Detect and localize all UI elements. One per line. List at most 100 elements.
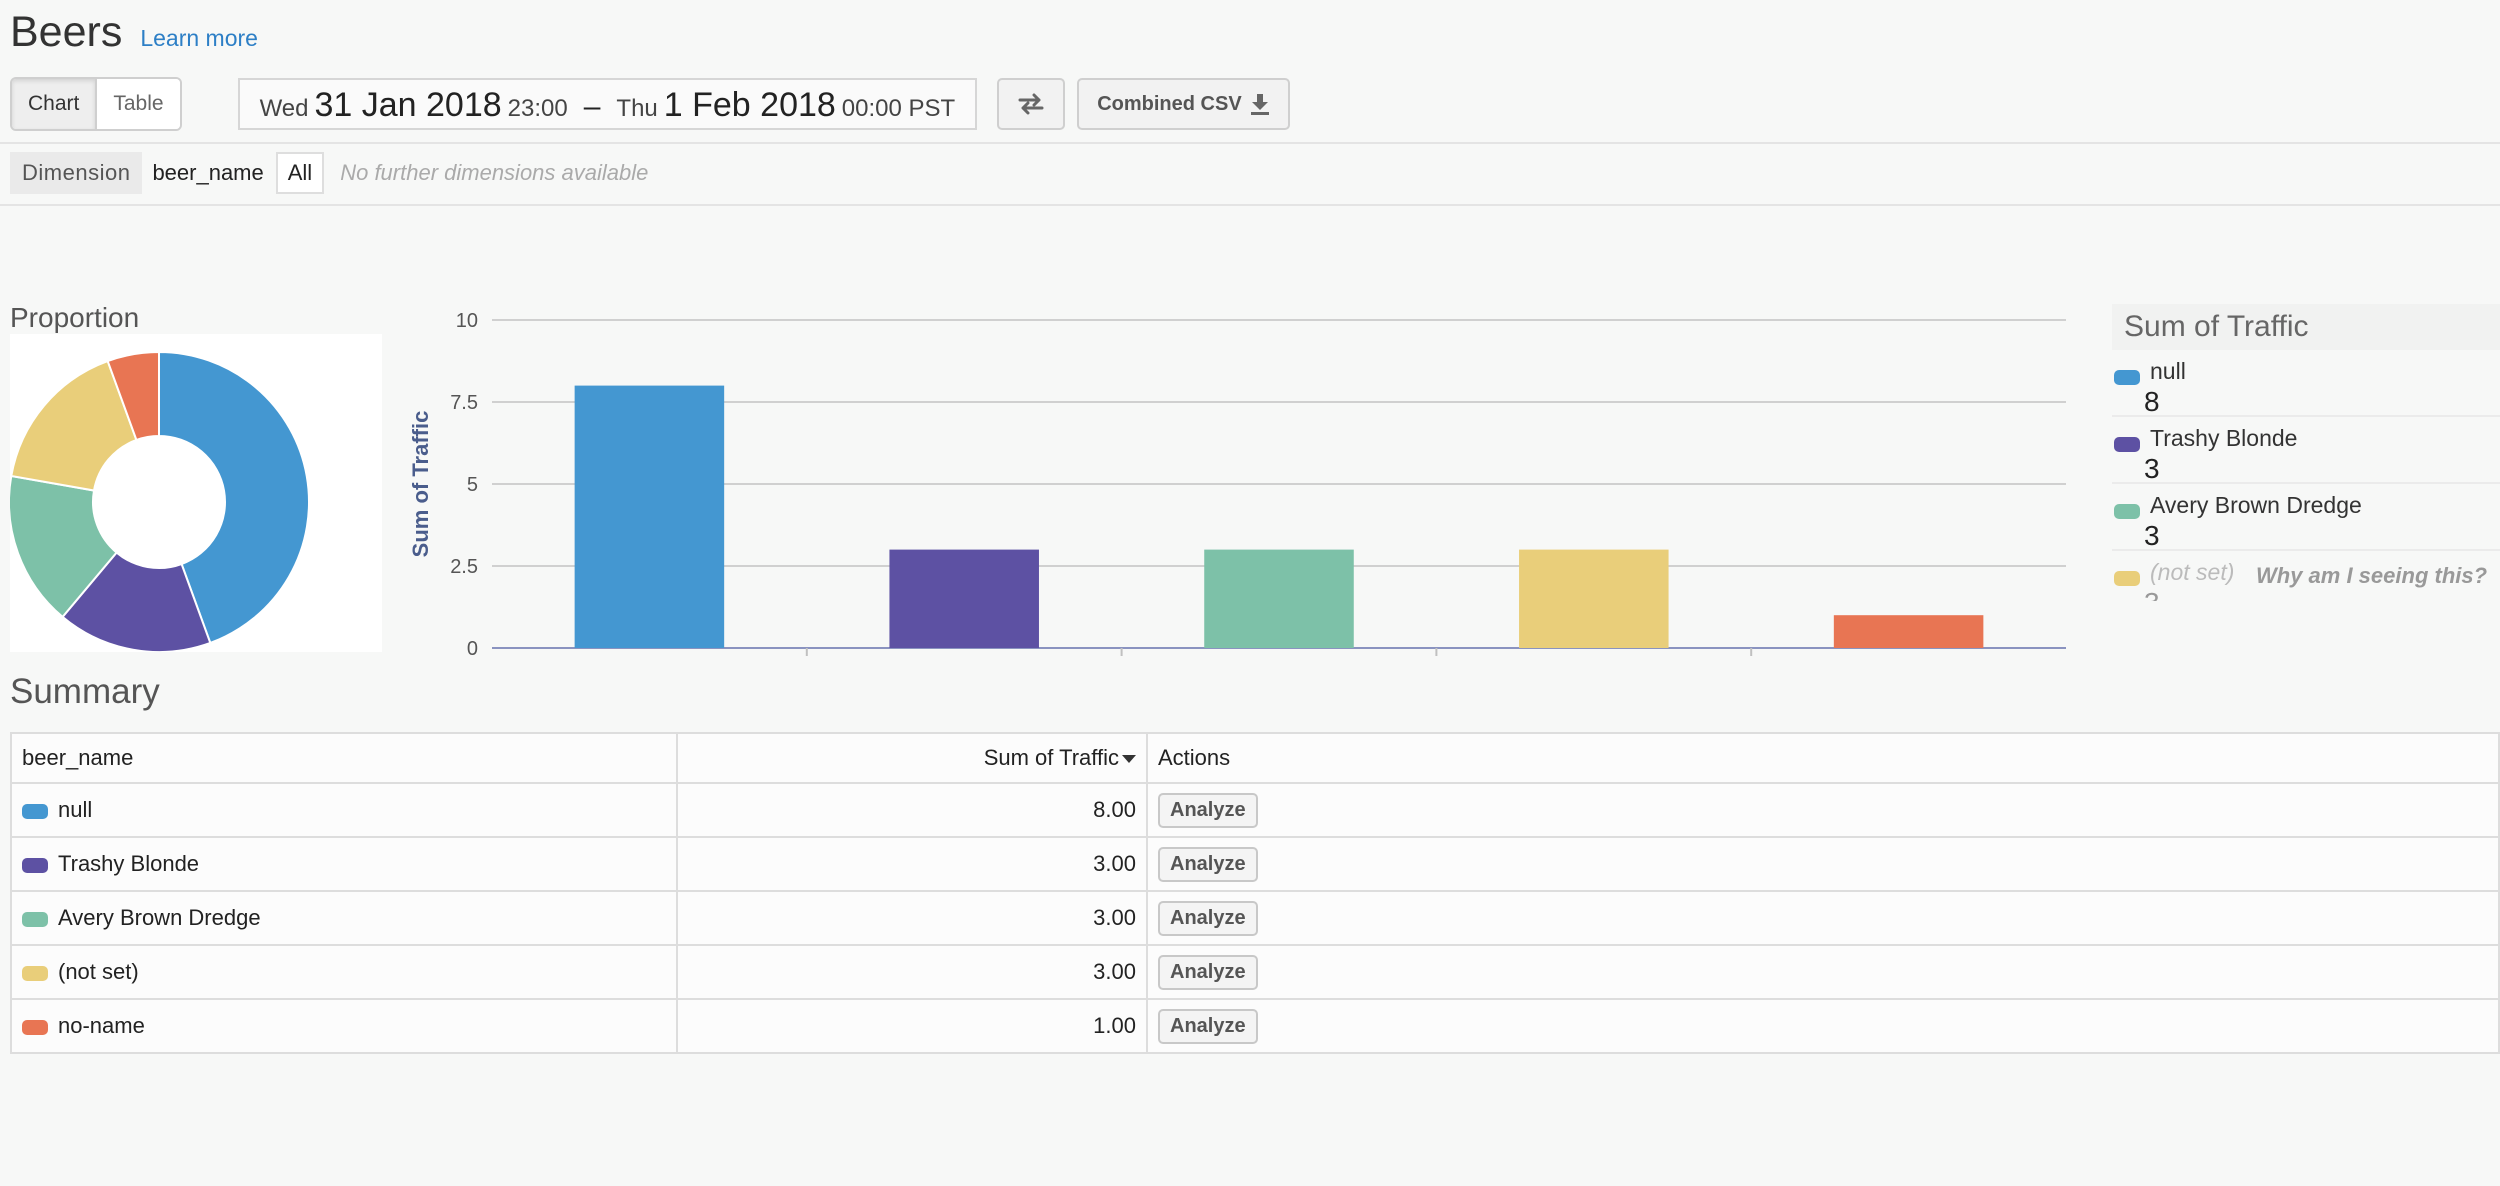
row-name-cell: no-name — [10, 998, 678, 1054]
row-swatch — [22, 965, 48, 981]
row-value: 3.00 — [676, 944, 1148, 1000]
end-time: 00:00 PST — [841, 95, 956, 122]
row-swatch — [22, 1019, 48, 1035]
legend-item-label: (not set) — [2150, 559, 2235, 585]
legend-item-avery-brown-dredge[interactable]: Avery Brown Dredge 3 — [2112, 484, 2500, 551]
table-header-row: beer_name Sum of Traffic Actions — [10, 732, 2500, 784]
legend-swatch — [2114, 370, 2140, 385]
table-row: Trashy Blonde 3.00 Analyze — [10, 836, 2500, 892]
row-name-cell: Avery Brown Dredge — [10, 890, 678, 946]
legend-item-not-set[interactable]: (not set) 3 Why am I seeing this? — [2112, 551, 2500, 601]
analyze-button[interactable]: Analyze — [1158, 846, 1258, 882]
start-day: Wed — [259, 95, 309, 122]
legend-swatch — [2114, 437, 2140, 452]
start-time: 23:00 — [507, 95, 568, 122]
pie-slice-avery-brown-dredge[interactable] — [8, 474, 118, 619]
legend-item-trashy-blonde[interactable]: Trashy Blonde 3 — [2112, 417, 2500, 484]
pie-slice-trashy-blonde[interactable] — [61, 551, 212, 653]
row-name: (not set) — [58, 959, 139, 984]
legend-item-value: 3 — [2144, 453, 2160, 484]
swap-arrows-icon — [1018, 93, 1044, 115]
y-tick-label: 10 — [456, 310, 478, 332]
legend-item-label: Trashy Blonde — [2150, 425, 2298, 451]
legend-item-label: Avery Brown Dredge — [2150, 492, 2362, 518]
bar-null[interactable] — [574, 385, 725, 648]
analyze-button[interactable]: Analyze — [1158, 1008, 1258, 1044]
row-name: no-name — [58, 1013, 145, 1038]
dimension-note: No further dimensions available — [340, 160, 649, 185]
row-value: 3.00 — [676, 836, 1148, 892]
combined-csv-label: Combined CSV — [1097, 92, 1242, 115]
row-value: 3.00 — [676, 890, 1148, 946]
row-name-cell: null — [10, 782, 678, 838]
learn-more-link[interactable]: Learn more — [140, 25, 258, 51]
table-row: Avery Brown Dredge 3.00 Analyze — [10, 890, 2500, 946]
bar-trashy-blonde[interactable] — [889, 549, 1039, 648]
row-value: 8.00 — [676, 782, 1148, 838]
legend-title: Sum of Traffic — [2112, 304, 2500, 350]
legend-item-value: 3 — [2144, 520, 2160, 551]
dimension-row: Dimension beer_name All No further dimen… — [10, 152, 648, 194]
y-tick-label: 7.5 — [450, 392, 478, 414]
dimension-name: beer_name — [152, 160, 264, 185]
row-name: null — [58, 797, 93, 822]
bar-avery-brown-dredge[interactable] — [1204, 549, 1354, 648]
row-actions: Analyze — [1146, 890, 2500, 946]
dimension-divider — [0, 204, 2500, 206]
view-toggle: Chart Table — [10, 77, 182, 131]
toolbar: Chart Table Wed 31 Jan 2018 23:00 – Thu … — [10, 77, 1290, 131]
pie-slice-null[interactable] — [158, 350, 310, 645]
end-day: Thu — [616, 95, 658, 122]
table-view-button[interactable]: Table — [95, 79, 180, 129]
legend-item-label: null — [2150, 358, 2186, 384]
analyze-button[interactable]: Analyze — [1158, 954, 1258, 990]
legend-item-value: 8 — [2144, 386, 2160, 417]
row-actions: Analyze — [1146, 998, 2500, 1054]
pie-slice-no-name[interactable] — [106, 350, 160, 442]
y-tick-label: 0 — [467, 638, 478, 660]
column-header-beer-name[interactable]: beer_name — [10, 732, 678, 784]
proportion-chart — [8, 334, 382, 653]
swap-button[interactable] — [997, 78, 1066, 130]
page-title: Beers — [10, 8, 123, 56]
proportion-title: Proportion — [10, 302, 140, 333]
column-header-label: Sum of Traffic — [983, 745, 1119, 770]
dimension-label: Dimension — [10, 152, 143, 194]
row-actions: Analyze — [1146, 782, 2500, 838]
bar-chart: 0 2.5 5 7.5 10 Sum of Traffic — [408, 310, 2066, 660]
row-actions: Analyze — [1146, 944, 2500, 1000]
y-tick-label: 5 — [467, 474, 478, 496]
row-name-cell: Trashy Blonde — [10, 836, 678, 892]
table-row: (not set) 3.00 Analyze — [10, 944, 2500, 1000]
column-header-actions: Actions — [1146, 732, 2500, 784]
table-row: no-name 1.00 Analyze — [10, 998, 2500, 1054]
legend-swatch — [2114, 504, 2140, 519]
date-range-picker[interactable]: Wed 31 Jan 2018 23:00 – Thu 1 Feb 2018 0… — [237, 78, 978, 130]
row-swatch — [22, 857, 48, 873]
row-name: Trashy Blonde — [58, 851, 200, 876]
bar-no-name[interactable] — [1833, 615, 1984, 648]
legend-item-null[interactable]: null 8 — [2112, 350, 2500, 417]
analyze-button[interactable]: Analyze — [1158, 900, 1258, 936]
legend-swatch — [2114, 571, 2140, 586]
combined-csv-button[interactable]: Combined CSV — [1077, 78, 1290, 130]
why-am-i-seeing-this-link[interactable]: Why am I seeing this? — [2256, 563, 2488, 588]
start-date: 31 Jan 2018 — [314, 86, 502, 124]
chart-view-button[interactable]: Chart — [12, 79, 96, 129]
column-header-sum-of-traffic[interactable]: Sum of Traffic — [676, 732, 1148, 784]
row-name-cell: (not set) — [10, 944, 678, 1000]
pie-slice-not-set[interactable] — [10, 359, 138, 492]
bar-not-set[interactable] — [1519, 549, 1669, 648]
summary-table: beer_name Sum of Traffic Actions null 8.… — [10, 732, 2500, 1054]
donut-chart — [8, 350, 310, 653]
sort-desc-icon — [1122, 755, 1136, 764]
dimension-filter-all[interactable]: All — [275, 152, 325, 194]
summary-title: Summary — [10, 672, 160, 711]
row-name: Avery Brown Dredge — [58, 905, 261, 930]
end-date: 1 Feb 2018 — [663, 86, 836, 124]
analyze-button[interactable]: Analyze — [1158, 792, 1258, 828]
legend-item-value: 3 — [2144, 587, 2160, 601]
legend: Sum of Traffic null 8 Trashy Blonde 3 Av… — [2112, 304, 2500, 601]
page-header: Beers Learn more — [10, 8, 258, 57]
y-axis-label: Sum of Traffic — [408, 411, 433, 558]
